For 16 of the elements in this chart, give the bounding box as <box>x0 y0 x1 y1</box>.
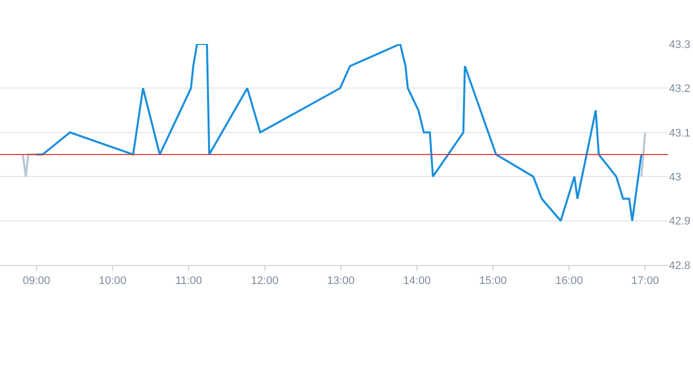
y-tick-label: 42.8 <box>669 260 690 272</box>
y-tick-label: 43.2 <box>669 83 690 96</box>
x-tick-label: 12:00 <box>251 275 279 288</box>
x-tick-label: 17:00 <box>631 275 659 288</box>
x-tick-label: 14:00 <box>403 275 431 288</box>
x-tick-label: 13:00 <box>327 275 355 288</box>
y-tick-label: 43 <box>669 171 682 184</box>
x-tick-label: 11:00 <box>175 275 202 288</box>
x-tick-label: 15:00 <box>479 275 507 288</box>
x-tick-label: 10:00 <box>98 275 126 288</box>
y-tick-label: 43.3 <box>669 38 690 51</box>
x-tick-label: 09:00 <box>22 275 50 288</box>
x-tick-label: 16:00 <box>555 275 583 288</box>
y-tick-label: 43.1 <box>669 127 690 140</box>
line-series <box>36 44 642 222</box>
y-tick-label: 42.9 <box>669 216 690 228</box>
